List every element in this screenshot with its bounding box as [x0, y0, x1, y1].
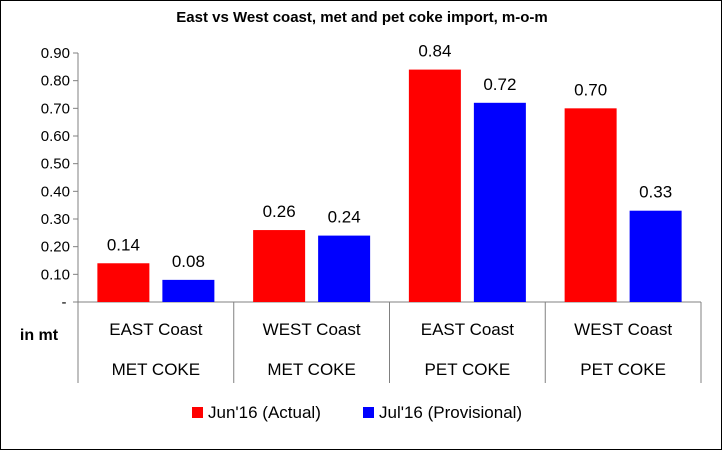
y-tick-label: 0.90 [41, 45, 70, 62]
bar [162, 279, 215, 302]
bar [473, 102, 526, 302]
x-group-label: PET COKE [425, 360, 511, 379]
x-tick-label: EAST Coast [421, 320, 515, 339]
legend-label: Jun'16 (Actual) [208, 403, 321, 422]
bar [408, 69, 461, 302]
y-tick-label: 0.60 [41, 128, 70, 145]
bar [97, 263, 150, 302]
y-tick-label: 0.50 [41, 156, 70, 173]
data-label: 0.33 [639, 183, 672, 202]
y-tick-label: 0.80 [41, 73, 70, 90]
y-tick-label: 0.10 [41, 266, 70, 283]
data-label: 0.14 [107, 235, 140, 254]
y-tick-label: 0.70 [41, 100, 70, 117]
data-label: 0.24 [328, 208, 361, 227]
y-axis-label: in mt [20, 327, 59, 344]
legend-label: Jul'16 (Provisional) [379, 403, 522, 422]
y-tick-label: - [62, 294, 67, 311]
y-tick-label: 0.20 [41, 239, 70, 256]
chart-title: East vs West coast, met and pet coke imp… [176, 9, 547, 26]
data-label: 0.72 [483, 75, 516, 94]
x-tick-label: WEST Coast [574, 320, 672, 339]
x-tick-label: WEST Coast [263, 320, 361, 339]
data-label: 0.70 [574, 80, 607, 99]
bar [253, 230, 306, 302]
y-tick-label: 0.40 [41, 183, 70, 200]
data-label: 0.84 [418, 42, 451, 61]
x-group-label: MET COKE [267, 360, 355, 379]
legend-swatch [192, 407, 203, 418]
x-group-label: MET COKE [112, 360, 200, 379]
data-label: 0.26 [263, 202, 296, 221]
legend-swatch [363, 407, 374, 418]
x-group-label: PET COKE [580, 360, 666, 379]
x-tick-label: EAST Coast [109, 320, 203, 339]
bar [629, 210, 682, 302]
data-label: 0.08 [172, 252, 205, 271]
bar [564, 108, 617, 302]
y-tick-label: 0.30 [41, 211, 70, 228]
bar [318, 235, 371, 302]
